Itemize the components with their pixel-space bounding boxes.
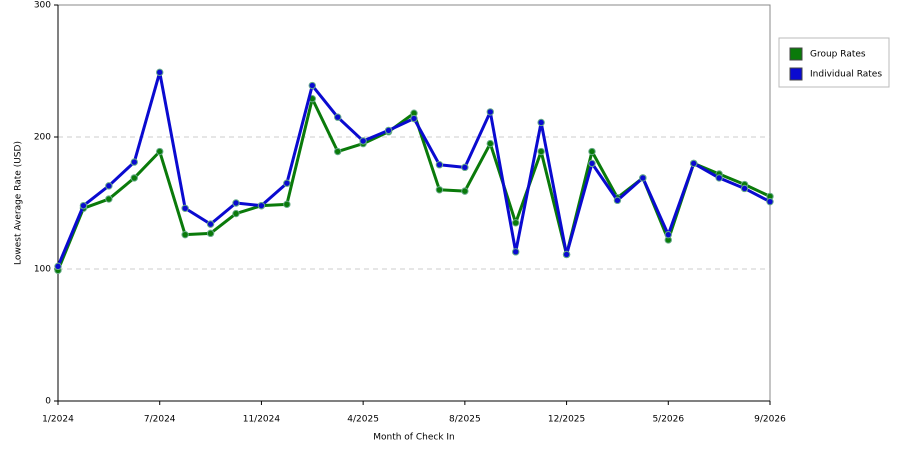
data-point <box>181 230 189 239</box>
data-point <box>257 201 266 210</box>
data-point <box>334 147 342 156</box>
data-point <box>613 196 622 205</box>
data-point <box>283 200 291 209</box>
data-point <box>461 163 469 172</box>
data-point <box>486 108 494 116</box>
data-point <box>537 118 545 127</box>
x-tick-label: 8/2025 <box>449 415 481 425</box>
data-point <box>359 137 367 145</box>
data-point <box>308 81 316 90</box>
data-point <box>562 250 571 259</box>
data-point <box>105 182 113 190</box>
data-point <box>410 114 418 123</box>
data-point <box>588 147 596 156</box>
series-line <box>56 97 771 271</box>
data-point <box>334 113 342 121</box>
data-point <box>384 126 393 135</box>
data-point <box>105 195 113 203</box>
data-point <box>690 159 698 168</box>
data-point <box>435 161 444 169</box>
data-point <box>588 159 596 168</box>
data-point <box>156 68 164 77</box>
y-axis-label: Lowest Average Rate (USD) <box>14 141 24 265</box>
data-point <box>664 230 672 239</box>
data-point <box>130 174 138 182</box>
data-point <box>512 219 520 227</box>
data-point <box>54 262 62 271</box>
data-point <box>639 174 647 182</box>
data-point <box>512 248 520 256</box>
x-tick-label: 4/2025 <box>347 415 379 425</box>
data-point <box>766 197 774 206</box>
data-point <box>715 174 723 182</box>
data-point <box>232 209 240 218</box>
data-point <box>486 139 494 148</box>
x-tick-label: 9/2026 <box>754 415 786 425</box>
data-point <box>740 184 749 193</box>
legend-swatch <box>789 67 803 81</box>
data-point <box>206 229 215 238</box>
x-tick-label: 7/2024 <box>144 415 176 425</box>
data-point <box>206 220 215 228</box>
x-tick-label: 1/2024 <box>42 415 74 425</box>
data-point <box>435 186 444 194</box>
data-point <box>283 179 291 187</box>
y-tick-label: 200 <box>34 133 51 143</box>
data-point <box>461 187 469 195</box>
data-point <box>181 204 189 212</box>
data-point <box>130 158 138 166</box>
y-tick-label: 100 <box>34 265 51 275</box>
data-point <box>156 147 164 156</box>
data-point <box>232 199 240 207</box>
data-point <box>537 147 545 156</box>
x-tick-label: 12/2025 <box>548 415 585 425</box>
x-axis-label: Month of Check In <box>373 433 455 443</box>
x-tick-label: 11/2024 <box>243 415 281 425</box>
y-tick-label: 300 <box>34 1 51 11</box>
legend-label: Individual Rates <box>810 70 882 80</box>
legend-label: Group Rates <box>810 50 866 60</box>
plot-frame <box>57 4 771 402</box>
legend-swatch <box>789 47 803 61</box>
x-tick-label: 5/2026 <box>652 415 684 425</box>
y-tick-label: 0 <box>45 397 51 407</box>
data-point <box>79 201 88 210</box>
